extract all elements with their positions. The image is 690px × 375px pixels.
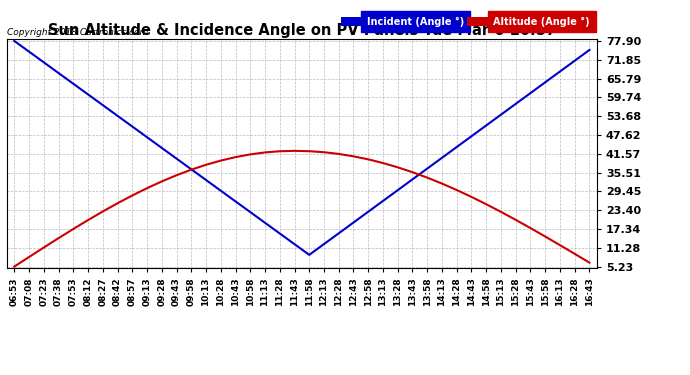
Title: Sun Altitude & Incidence Angle on PV Panels Tue Mar 6 16:57: Sun Altitude & Incidence Angle on PV Pan… — [48, 23, 556, 38]
Legend: Incident (Angle °), Altitude (Angle °): Incident (Angle °), Altitude (Angle °) — [339, 15, 592, 28]
Text: Copyright 2018 Cartronics.com: Copyright 2018 Cartronics.com — [7, 28, 148, 37]
